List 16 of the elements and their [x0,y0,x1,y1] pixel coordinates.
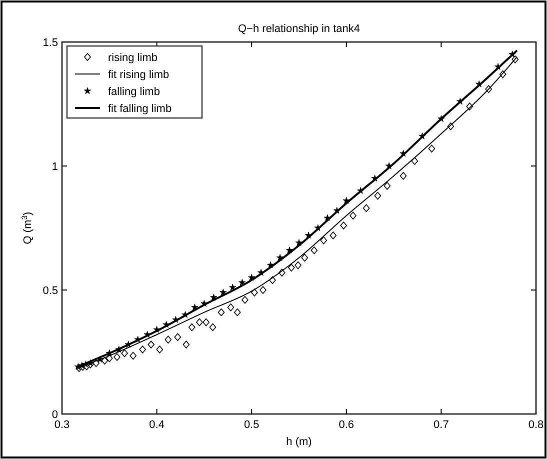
x-tick-label: 0.3 [54,419,70,431]
legend-label: fit rising limb [108,69,170,81]
y-tick-label: 0.5 [42,285,58,297]
y-tick-label: 1 [52,161,58,173]
chart-title: Q−h relationship in tank4 [238,23,360,35]
legend-label: fit falling limb [108,103,172,115]
x-axis-title: h (m) [286,436,312,448]
legend-label: rising limb [108,52,158,64]
y-tick-label: 0 [52,409,58,421]
x-tick-label: 0.7 [434,419,449,431]
x-tick-label: 0.6 [338,419,354,431]
legend-label: falling limb [108,86,160,98]
y-tick-label: 1.5 [42,37,58,49]
x-tick-label: 0.5 [244,419,260,431]
x-tick-label: 0.4 [149,419,164,431]
x-tick-label: 0.8 [528,419,544,431]
